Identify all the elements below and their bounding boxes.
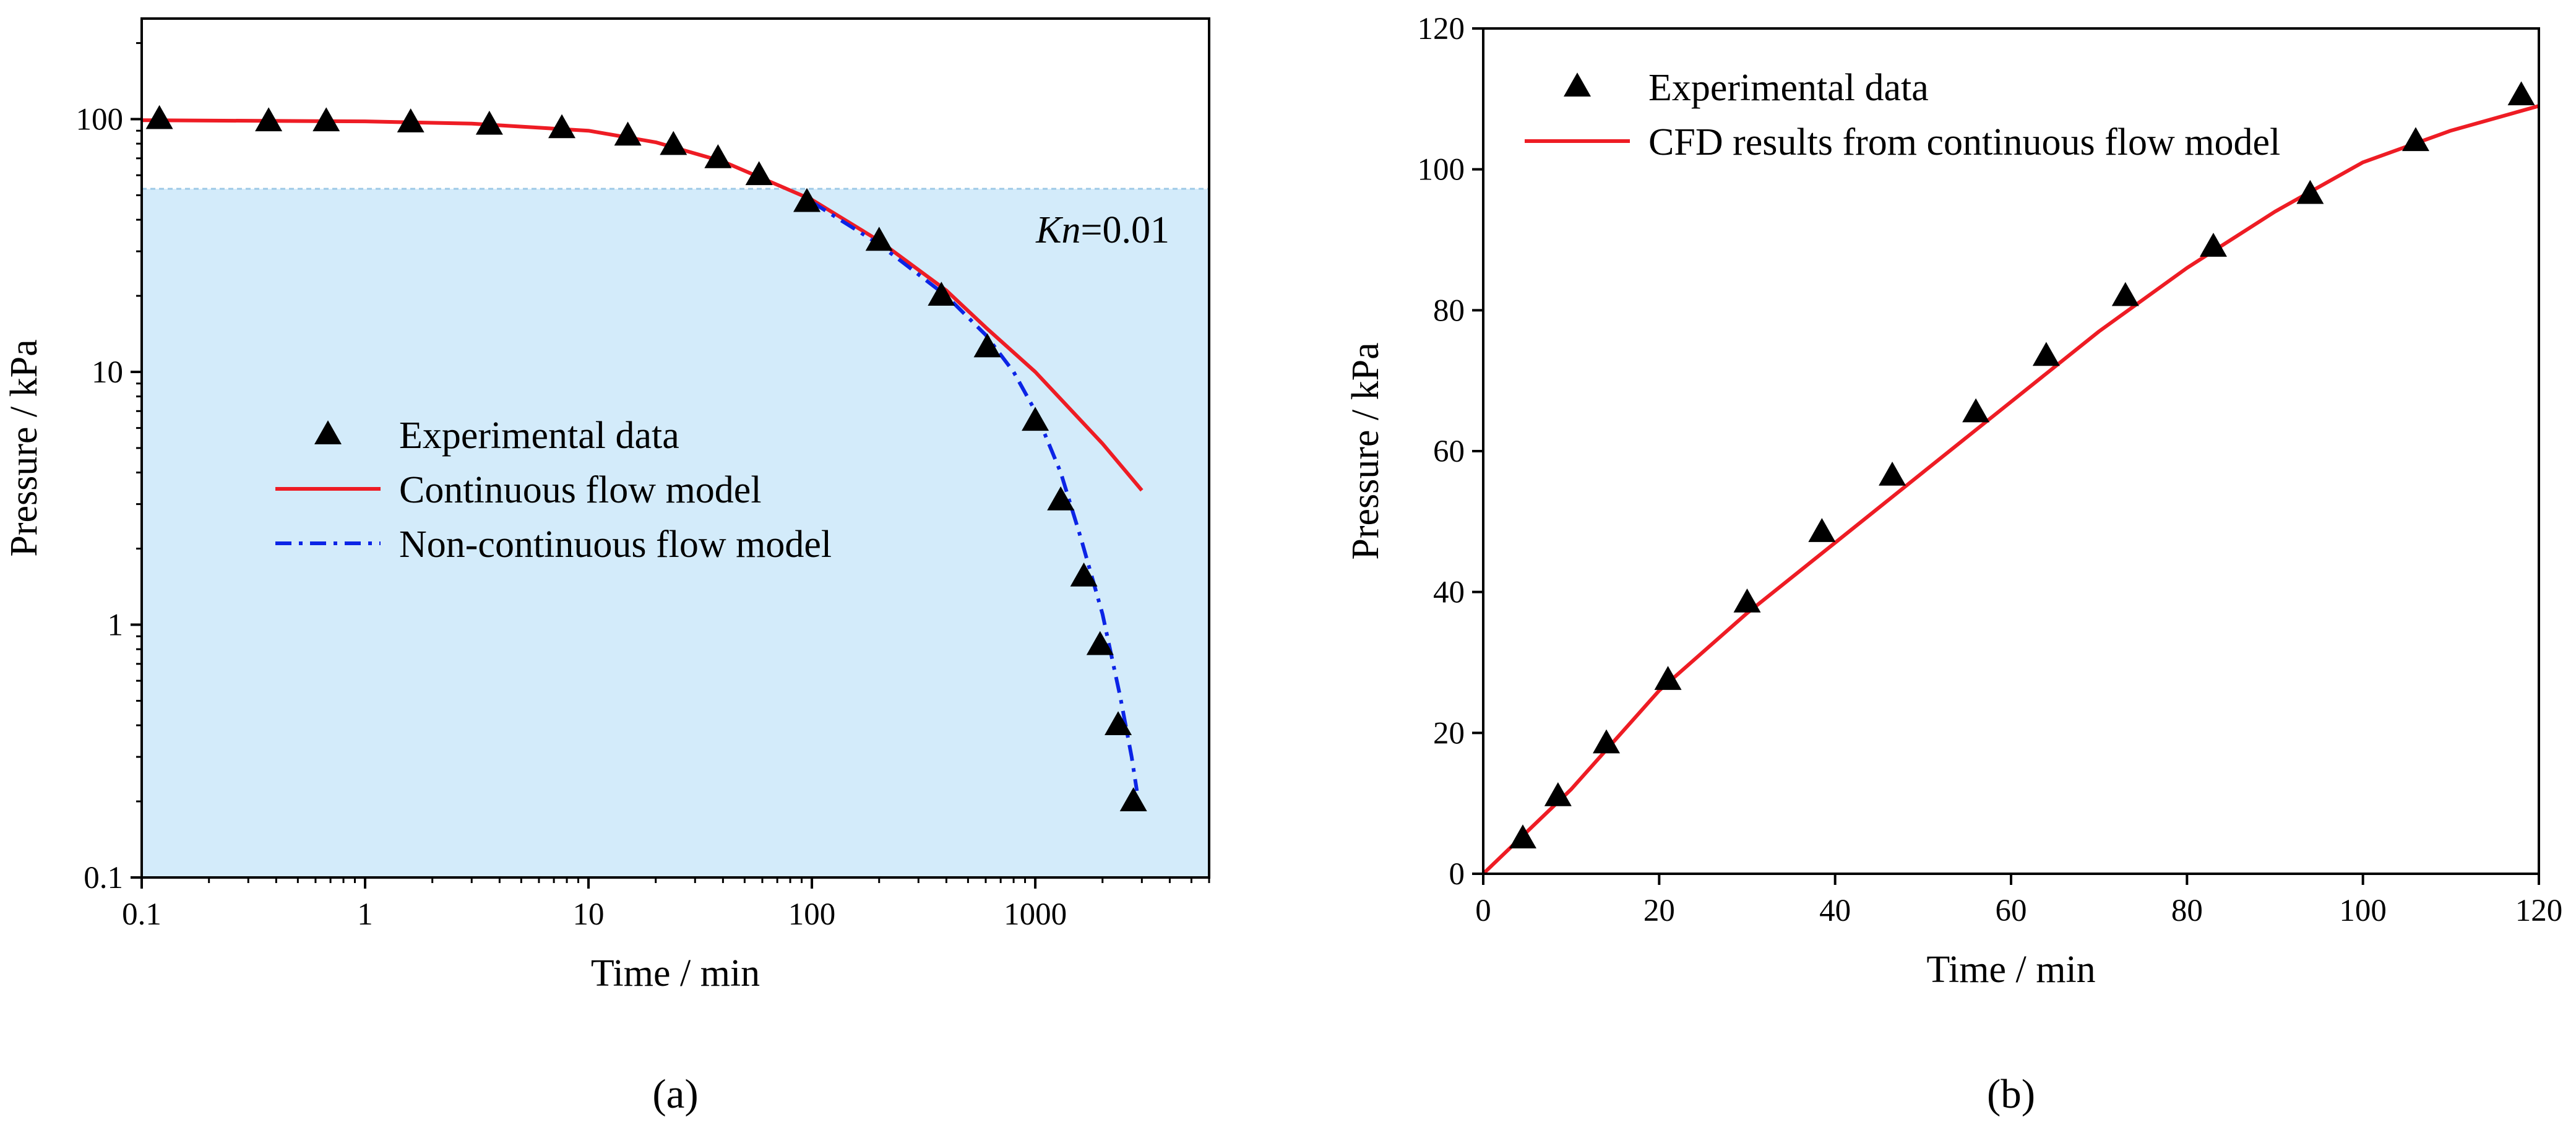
b-data-point (1733, 588, 1761, 613)
a-data-point (660, 131, 687, 155)
b-data-point (1593, 729, 1621, 754)
a-data-point (312, 107, 340, 132)
panel-b: 0 20 40 60 80 100 120 0 20 40 60 80 100 120 Time / mi… (1345, 12, 2562, 1117)
a-series-non-continuous-flow-model-line (811, 200, 1139, 791)
panel-a-ticks: 0.1 1 10 100 1000 0.1 1 10 100 (76, 42, 1210, 932)
a-data-point (255, 107, 283, 132)
panel-a-y-axis-title: Pressure / kPa (3, 339, 45, 556)
a-data-point (1086, 631, 1114, 655)
b-y-tick-label: 20 (1433, 716, 1465, 751)
panel-a-knudsen-value: =0.01 (1081, 209, 1170, 251)
a-x-tick-label: 1 (357, 897, 373, 932)
b-data-point (2402, 127, 2429, 152)
a-x-tick-label: 10 (573, 897, 605, 932)
panel-a-plot-frame (140, 17, 1210, 879)
a-x-tick-label: 100 (788, 897, 836, 932)
panel-b-x-axis-title: Time / min (1926, 949, 2095, 991)
a-y-tick-label: 1 (108, 608, 124, 643)
a-data-point (1022, 407, 1049, 431)
a-data-point (1070, 562, 1098, 587)
b-y-tick-label: 80 (1433, 293, 1465, 328)
b-legend-label: Experimental data (1648, 67, 1929, 109)
panel-a-legend: Experimental data Continuous flow model No… (275, 415, 832, 566)
b-x-tick-label: 100 (2339, 894, 2387, 928)
a-y-tick-label: 100 (76, 103, 124, 137)
panel-a-knudsen-annotation: Kn=0.01 (1035, 209, 1170, 251)
panel-b-series-layer (1481, 81, 2539, 876)
b-y-tick-label: 40 (1433, 575, 1465, 610)
a-data-point (793, 188, 821, 212)
b-x-tick-label: 80 (2171, 894, 2203, 928)
b-data-point (2032, 342, 2060, 366)
b-y-tick-label: 100 (1418, 153, 1465, 188)
b-data-point (2296, 179, 2324, 204)
panel-a-label: (a) (652, 1071, 698, 1117)
a-legend-marker (314, 420, 342, 444)
panel-a-series-layer (141, 105, 1147, 811)
b-y-tick-label: 0 (1449, 857, 1465, 892)
b-x-tick-label: 60 (1996, 894, 2027, 928)
a-data-point (745, 161, 773, 186)
panel-a: 0.1 1 10 100 1000 0.1 1 10 100 Time / min Pressu… (3, 17, 1210, 1117)
panel-a-shaded-region (142, 189, 1209, 878)
panel-b-ticks: 0 20 40 60 80 100 120 0 20 40 60 80 100 120 (1418, 12, 2563, 928)
b-data-point (1879, 462, 1906, 486)
b-legend-marker (1564, 72, 1591, 97)
panel-b-plot-frame (1482, 27, 2540, 875)
panel-b-y-axis-title: Pressure / kPa (1345, 342, 1387, 559)
a-x-tick-label: 0.1 (122, 897, 162, 932)
b-x-tick-label: 40 (1819, 894, 1851, 928)
b-data-point (1962, 398, 1990, 423)
a-data-point (397, 108, 424, 132)
a-data-point (865, 226, 893, 251)
b-data-point (2507, 81, 2535, 106)
a-data-point (614, 121, 642, 146)
a-data-point (1105, 711, 1132, 736)
b-data-point (1808, 518, 1836, 542)
b-data-point (1544, 782, 1572, 806)
panel-b-label: (b) (1987, 1071, 2035, 1117)
b-y-tick-label: 120 (1418, 12, 1465, 46)
a-data-point (928, 282, 955, 306)
b-y-tick-label: 60 (1433, 434, 1465, 469)
b-data-point (2111, 282, 2139, 306)
a-data-point (145, 105, 173, 129)
b-x-tick-label: 120 (2515, 894, 2563, 928)
a-y-tick-label: 0.1 (84, 861, 123, 895)
a-data-point (1047, 486, 1075, 511)
panel-a-x-axis-title: Time / min (591, 952, 760, 994)
panel-a-knudsen-symbol: Kn (1035, 209, 1080, 251)
b-data-point (2199, 233, 2227, 257)
b-series-cfd-results-from-continuous-flow-model-line (1481, 104, 2539, 876)
a-legend-label: Non-continuous flow model (399, 524, 832, 566)
a-data-point (704, 144, 732, 168)
panel-b-legend: Experimental data CFD results from contin… (1525, 67, 2280, 163)
a-x-tick-label: 1000 (1004, 897, 1067, 932)
a-data-point (548, 114, 576, 139)
a-legend-label: Continuous flow model (399, 469, 762, 511)
a-y-tick-label: 10 (92, 355, 123, 390)
b-legend-label: CFD results from continuous flow model (1648, 121, 2280, 163)
b-data-point (1654, 666, 1682, 690)
b-data-point (1509, 824, 1536, 849)
b-x-tick-label: 20 (1643, 894, 1675, 928)
a-data-point (475, 110, 503, 135)
a-data-point (1119, 787, 1147, 811)
b-x-tick-label: 0 (1475, 894, 1491, 928)
a-legend-label: Experimental data (399, 415, 679, 457)
a-data-point (973, 333, 1001, 358)
